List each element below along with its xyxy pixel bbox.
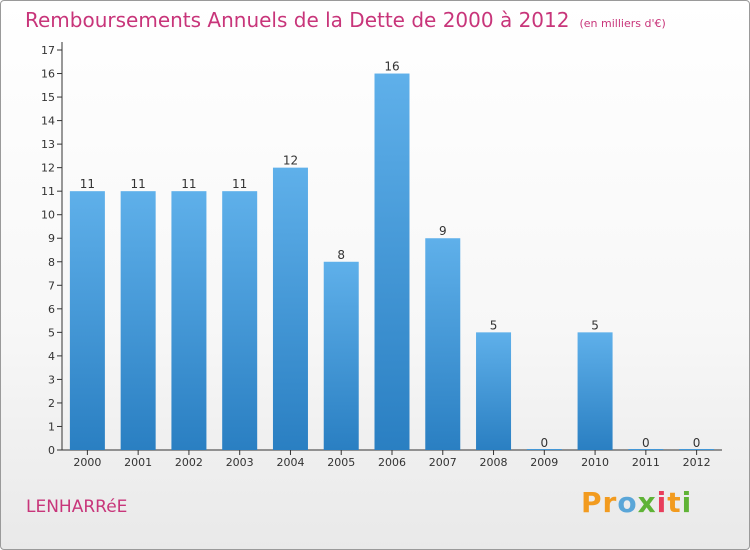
y-tick-label: 7 — [48, 279, 55, 292]
bar-2000 — [69, 191, 105, 451]
y-tick-label: 12 — [41, 162, 55, 175]
logo-letter-p: P — [581, 486, 603, 519]
x-tick-label-2009: 2009 — [530, 456, 558, 469]
value-label-2008: 5 — [490, 318, 498, 332]
commune-name: LENHARRéE — [26, 497, 128, 517]
y-tick-label: 8 — [48, 256, 55, 269]
x-tick-label-2005: 2005 — [327, 456, 355, 469]
bar-2012 — [679, 449, 715, 450]
value-label-2002: 11 — [181, 177, 196, 191]
bar-2009 — [526, 449, 562, 450]
y-tick-label: 13 — [41, 138, 55, 151]
bar-2002 — [171, 191, 207, 451]
x-tick-label-2006: 2006 — [378, 456, 406, 469]
value-label-2005: 8 — [337, 248, 345, 262]
x-tick-label-2007: 2007 — [429, 456, 457, 469]
x-tick-label-2000: 2000 — [73, 456, 101, 469]
x-tick-label-2012: 2012 — [683, 456, 711, 469]
x-tick-label-2008: 2008 — [480, 456, 508, 469]
bar-2001 — [120, 191, 156, 451]
y-tick-label: 16 — [41, 68, 55, 81]
y-tick-label: 15 — [41, 91, 55, 104]
bar-2003 — [222, 191, 258, 451]
bar-2008 — [476, 332, 512, 450]
y-tick-label: 14 — [41, 115, 55, 128]
y-tick-label: 11 — [41, 185, 55, 198]
value-label-2012: 0 — [693, 436, 701, 450]
bar-2010 — [577, 332, 613, 450]
logo-letter-o: o — [617, 486, 638, 519]
y-tick-label: 4 — [48, 350, 55, 363]
y-tick-label: 5 — [48, 326, 55, 339]
chart-unit: (en milliers d'€) — [579, 17, 666, 30]
bar-2006 — [374, 73, 410, 450]
value-label-2001: 11 — [131, 177, 146, 191]
chart-title: Remboursements Annuels de la Dette de 20… — [25, 8, 666, 32]
logo-letter-t: t — [667, 486, 682, 519]
y-tick-label: 0 — [48, 444, 55, 457]
bar-2005 — [323, 261, 359, 450]
logo-letter-x: x — [637, 486, 657, 519]
logo-letter-i: i — [656, 486, 668, 519]
proxiti-logo: Proxiti — [581, 486, 692, 519]
chart-title-text: Remboursements Annuels de la Dette de 20… — [25, 8, 570, 32]
value-label-2003: 11 — [232, 177, 247, 191]
logo-letter-i-2: i — [681, 486, 693, 519]
bar-2004 — [272, 167, 308, 450]
bar-2007 — [425, 238, 461, 450]
x-tick-label-2001: 2001 — [124, 456, 152, 469]
x-tick-label-2003: 2003 — [226, 456, 254, 469]
y-tick-label: 9 — [48, 232, 55, 245]
x-tick-label-2011: 2011 — [632, 456, 660, 469]
value-label-2011: 0 — [642, 436, 650, 450]
y-tick-label: 10 — [41, 209, 55, 222]
y-tick-label: 2 — [48, 397, 55, 410]
logo-letter-r: r — [602, 486, 618, 519]
y-tick-label: 3 — [48, 373, 55, 386]
value-label-2004: 12 — [283, 154, 298, 168]
value-label-2010: 5 — [591, 318, 599, 332]
value-label-2007: 9 — [439, 224, 447, 238]
y-tick-label: 1 — [48, 420, 55, 433]
y-tick-label: 17 — [41, 44, 55, 57]
value-label-2009: 0 — [540, 436, 548, 450]
bar-2011 — [628, 449, 664, 450]
y-tick-label: 6 — [48, 303, 55, 316]
x-tick-label-2010: 2010 — [581, 456, 609, 469]
x-tick-label-2004: 2004 — [276, 456, 304, 469]
value-label-2000: 11 — [80, 177, 95, 191]
value-label-2006: 16 — [384, 60, 399, 74]
x-tick-label-2002: 2002 — [175, 456, 203, 469]
